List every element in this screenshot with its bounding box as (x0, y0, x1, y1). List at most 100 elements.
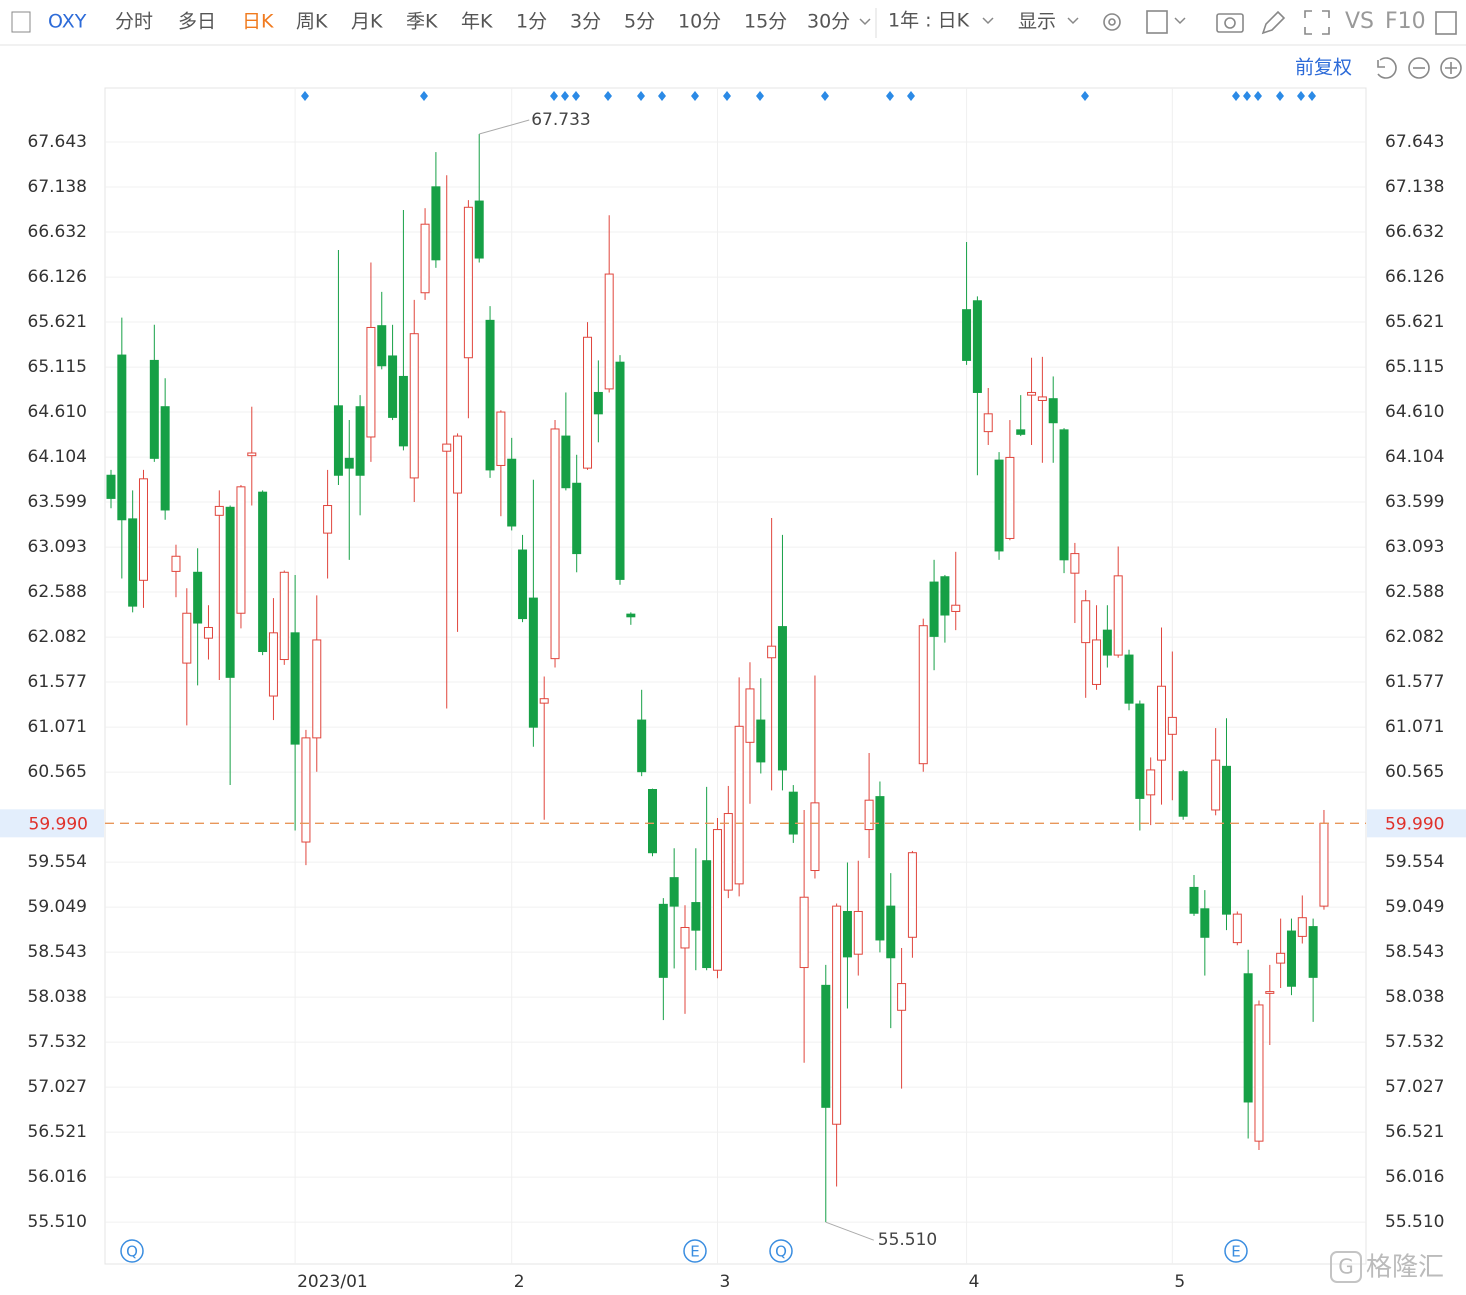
candle-body (756, 719, 766, 763)
news-marker[interactable] (637, 91, 645, 101)
news-marker[interactable] (572, 91, 580, 101)
y-tick-label-right: 57.532 (1385, 1032, 1444, 1052)
event-marker[interactable] (769, 1239, 793, 1263)
news-marker[interactable] (1081, 91, 1089, 101)
zoom-in-plus (1445, 62, 1457, 74)
undo-icon[interactable] (1377, 57, 1397, 79)
period-tab[interactable]: 1分 (516, 11, 547, 33)
event-marker[interactable] (683, 1239, 707, 1263)
camera-icon[interactable] (1216, 13, 1244, 33)
candle-body (507, 458, 517, 527)
news-marker[interactable] (907, 91, 915, 101)
y-tick-label: 57.027 (28, 1077, 87, 1097)
news-marker[interactable] (1276, 91, 1284, 101)
candle-body (767, 645, 777, 659)
period-tab[interactable]: 15分 (744, 11, 787, 33)
news-marker[interactable] (550, 91, 558, 101)
sidebar-toggle[interactable] (11, 11, 31, 33)
y-tick-label: 59.049 (28, 897, 87, 917)
news-marker[interactable] (301, 91, 309, 101)
news-marker[interactable] (1297, 91, 1305, 101)
y-tick-label-right: 62.082 (1385, 627, 1444, 647)
period-tab[interactable]: 10分 (678, 11, 721, 33)
period-tab[interactable]: 分时 (115, 11, 153, 33)
zoom-in-icon[interactable] (1440, 57, 1462, 79)
news-marker[interactable] (1232, 91, 1240, 101)
candle-body (777, 626, 787, 771)
candle-body (897, 983, 907, 1011)
candle-body (355, 406, 365, 476)
news-marker[interactable] (756, 91, 764, 101)
period-tab[interactable]: 30分 (807, 11, 850, 33)
watermark: 格隆汇 (1366, 1253, 1444, 1283)
adjust-mode[interactable]: 前复权 (1295, 57, 1352, 79)
period-tab[interactable]: 3分 (570, 11, 601, 33)
news-marker[interactable] (691, 91, 699, 101)
candle-body (149, 359, 159, 459)
fullscreen-icon[interactable] (1304, 10, 1330, 35)
settings-icon[interactable] (1103, 13, 1121, 31)
event-marker[interactable] (120, 1239, 144, 1263)
y-tick-label-right: 64.610 (1385, 402, 1444, 422)
zoom-out-icon[interactable] (1408, 57, 1430, 79)
period-tab[interactable]: 年K (461, 11, 493, 33)
y-tick-label-right: 56.521 (1385, 1122, 1444, 1142)
period-tab[interactable]: 季K (406, 11, 438, 33)
candle-body (864, 799, 874, 831)
period-tab[interactable]: 多日 (178, 11, 216, 33)
news-marker[interactable] (1308, 91, 1316, 101)
annotation-leader (825, 1221, 874, 1241)
panel-icon[interactable] (1435, 11, 1457, 35)
y-tick-label-right: 64.104 (1385, 447, 1444, 467)
y-tick-label-right: 66.632 (1385, 222, 1444, 242)
draw-icon[interactable] (1261, 10, 1286, 35)
candle-body (160, 406, 170, 511)
news-marker[interactable] (1254, 91, 1262, 101)
period-tab[interactable]: 日K (242, 11, 274, 33)
candle-body (745, 688, 755, 743)
f10-button[interactable]: F10 (1385, 9, 1426, 34)
period-tab[interactable]: 5分 (624, 11, 655, 33)
news-marker[interactable] (561, 91, 569, 101)
news-marker[interactable] (658, 91, 666, 101)
period-tab[interactable]: 周K (296, 11, 328, 33)
candle-body (821, 984, 831, 1108)
candle-body (1211, 759, 1221, 811)
candle-body (1070, 553, 1080, 574)
y-tick-label-right: 66.126 (1385, 267, 1444, 287)
y-tick-label: 64.104 (28, 447, 87, 467)
y-tick-label: 58.543 (28, 942, 87, 962)
news-marker[interactable] (1243, 91, 1251, 101)
display-select[interactable]: 显示 (1018, 11, 1056, 33)
candle-body (615, 361, 625, 580)
news-marker[interactable] (604, 91, 612, 101)
y-tick-label-right: 58.543 (1385, 942, 1444, 962)
candle-body (225, 506, 235, 678)
news-marker[interactable] (886, 91, 894, 101)
candle-body (442, 443, 452, 452)
candle-body (344, 457, 354, 469)
candle-body (788, 791, 798, 835)
news-marker[interactable] (723, 91, 731, 101)
candle-body (453, 435, 463, 494)
candle-body (1059, 429, 1069, 561)
y-tick-label-right: 63.093 (1385, 537, 1444, 557)
range-select[interactable]: 1年 : 日K (888, 10, 970, 32)
news-marker[interactable] (821, 91, 829, 101)
symbol[interactable]: OXY (48, 11, 87, 33)
period-tab[interactable]: 月K (351, 11, 383, 33)
candle-body (1124, 654, 1134, 704)
y-tick-label-right: 59.049 (1385, 897, 1444, 917)
last-price-label: 59.990 (29, 814, 88, 834)
event-marker[interactable] (1224, 1239, 1248, 1263)
news-marker[interactable] (420, 91, 428, 101)
y-tick-label-right: 63.599 (1385, 492, 1444, 512)
y-tick-label-right: 61.577 (1385, 672, 1444, 692)
candle-body (702, 860, 712, 969)
candle-body (810, 802, 820, 872)
candle-body (875, 796, 885, 941)
compare-button[interactable]: VS (1345, 9, 1374, 34)
last-price-box (1367, 809, 1466, 838)
style-icon[interactable] (1146, 10, 1168, 34)
